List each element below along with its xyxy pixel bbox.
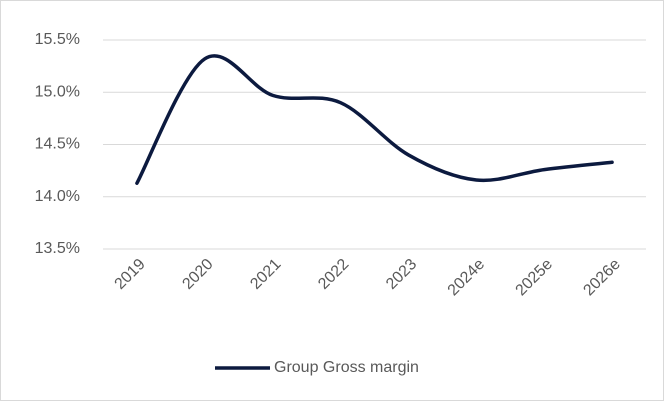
legend-label: Group Gross margin [274,359,419,376]
y-tick-label: 15.5% [35,31,80,48]
line-series [135,54,614,185]
y-tick-label: 14.0% [35,188,80,205]
y-tick-label: 15.0% [35,83,80,100]
y-tick-label: 13.5% [35,240,80,257]
y-tick-label: 14.5% [35,136,80,153]
